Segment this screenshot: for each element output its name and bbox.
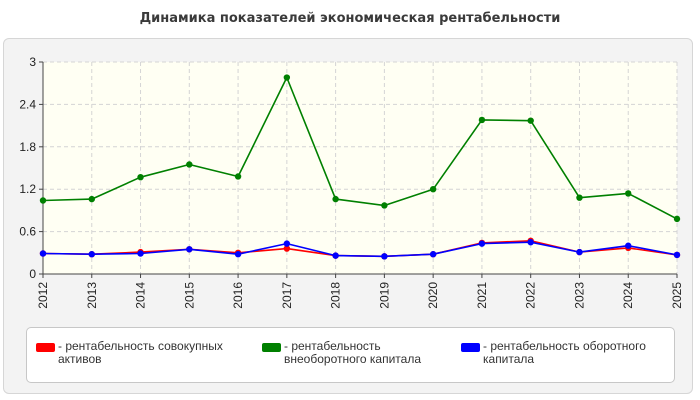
series-line-1 bbox=[42, 76, 678, 220]
x-tick-label: 2012 bbox=[36, 282, 50, 309]
data-point-1 bbox=[429, 186, 437, 193]
x-tick-label: 2017 bbox=[280, 282, 294, 309]
data-point-1 bbox=[478, 116, 486, 124]
series-line-2 bbox=[42, 241, 678, 258]
y-tick-label: 0 bbox=[29, 267, 36, 281]
x-tick-label: 2025 bbox=[670, 282, 684, 309]
data-point-1 bbox=[527, 117, 534, 124]
x-tick-label: 2016 bbox=[231, 282, 245, 309]
data-point-1 bbox=[673, 215, 681, 223]
legend-label-fixed-capital: - рентабельность внеоборотного капитала bbox=[284, 339, 421, 366]
data-point-1 bbox=[234, 173, 242, 180]
data-point-2 bbox=[88, 251, 95, 258]
legend-swatch-working-capital bbox=[461, 343, 480, 352]
data-point-0 bbox=[283, 245, 291, 252]
x-tick-label: 2019 bbox=[377, 282, 391, 309]
x-tick-label: 2022 bbox=[524, 282, 538, 309]
data-point-2 bbox=[576, 248, 583, 256]
x-tick-label: 2020 bbox=[426, 282, 440, 309]
chart-title: Динамика показателей экономическая рента… bbox=[139, 11, 561, 26]
plot-area bbox=[43, 62, 677, 274]
data-point-2 bbox=[673, 251, 681, 259]
x-tick-label: 2013 bbox=[85, 282, 99, 309]
legend-label-assets: - рентабельность совокупных активов bbox=[58, 339, 223, 366]
data-point-1 bbox=[186, 161, 193, 168]
data-point-2 bbox=[478, 240, 486, 247]
x-tick-label: 2021 bbox=[475, 282, 489, 309]
chart-legend: - рентабельность совокупных активов - ре… bbox=[26, 327, 675, 383]
data-point-2 bbox=[381, 253, 388, 260]
data-point-2 bbox=[527, 239, 534, 246]
data-point-1 bbox=[88, 195, 95, 203]
legend-swatch-fixed-capital bbox=[262, 343, 281, 352]
legend-swatch-assets bbox=[36, 343, 55, 352]
data-point-2 bbox=[429, 251, 437, 258]
data-point-2 bbox=[283, 240, 291, 247]
legend-label-working-capital: - рентабельность оборотного капитала bbox=[483, 339, 646, 366]
y-tick-label: 3 bbox=[29, 55, 36, 69]
data-point-1 bbox=[381, 202, 388, 209]
data-point-2 bbox=[39, 250, 47, 257]
data-point-1 bbox=[576, 194, 583, 201]
data-point-2 bbox=[186, 246, 193, 253]
data-point-2 bbox=[137, 250, 144, 257]
data-point-2 bbox=[625, 242, 632, 249]
x-tick-label: 2024 bbox=[621, 282, 635, 309]
data-point-2 bbox=[234, 251, 242, 258]
data-point-2 bbox=[332, 252, 339, 259]
y-tick-label: 1.8 bbox=[19, 140, 36, 154]
x-tick-label: 2023 bbox=[572, 282, 586, 309]
x-tick-label: 2014 bbox=[134, 282, 148, 309]
data-point-1 bbox=[39, 197, 47, 204]
y-tick-label: 0.6 bbox=[19, 225, 36, 239]
x-tick-label: 2015 bbox=[182, 282, 196, 309]
data-point-1 bbox=[283, 74, 291, 81]
x-tick-label: 2018 bbox=[329, 282, 343, 309]
y-tick-label: 2.4 bbox=[19, 97, 36, 111]
data-point-1 bbox=[625, 190, 632, 197]
data-point-1 bbox=[137, 173, 144, 181]
data-point-1 bbox=[332, 195, 339, 203]
y-tick-label: 1.2 bbox=[19, 182, 36, 196]
